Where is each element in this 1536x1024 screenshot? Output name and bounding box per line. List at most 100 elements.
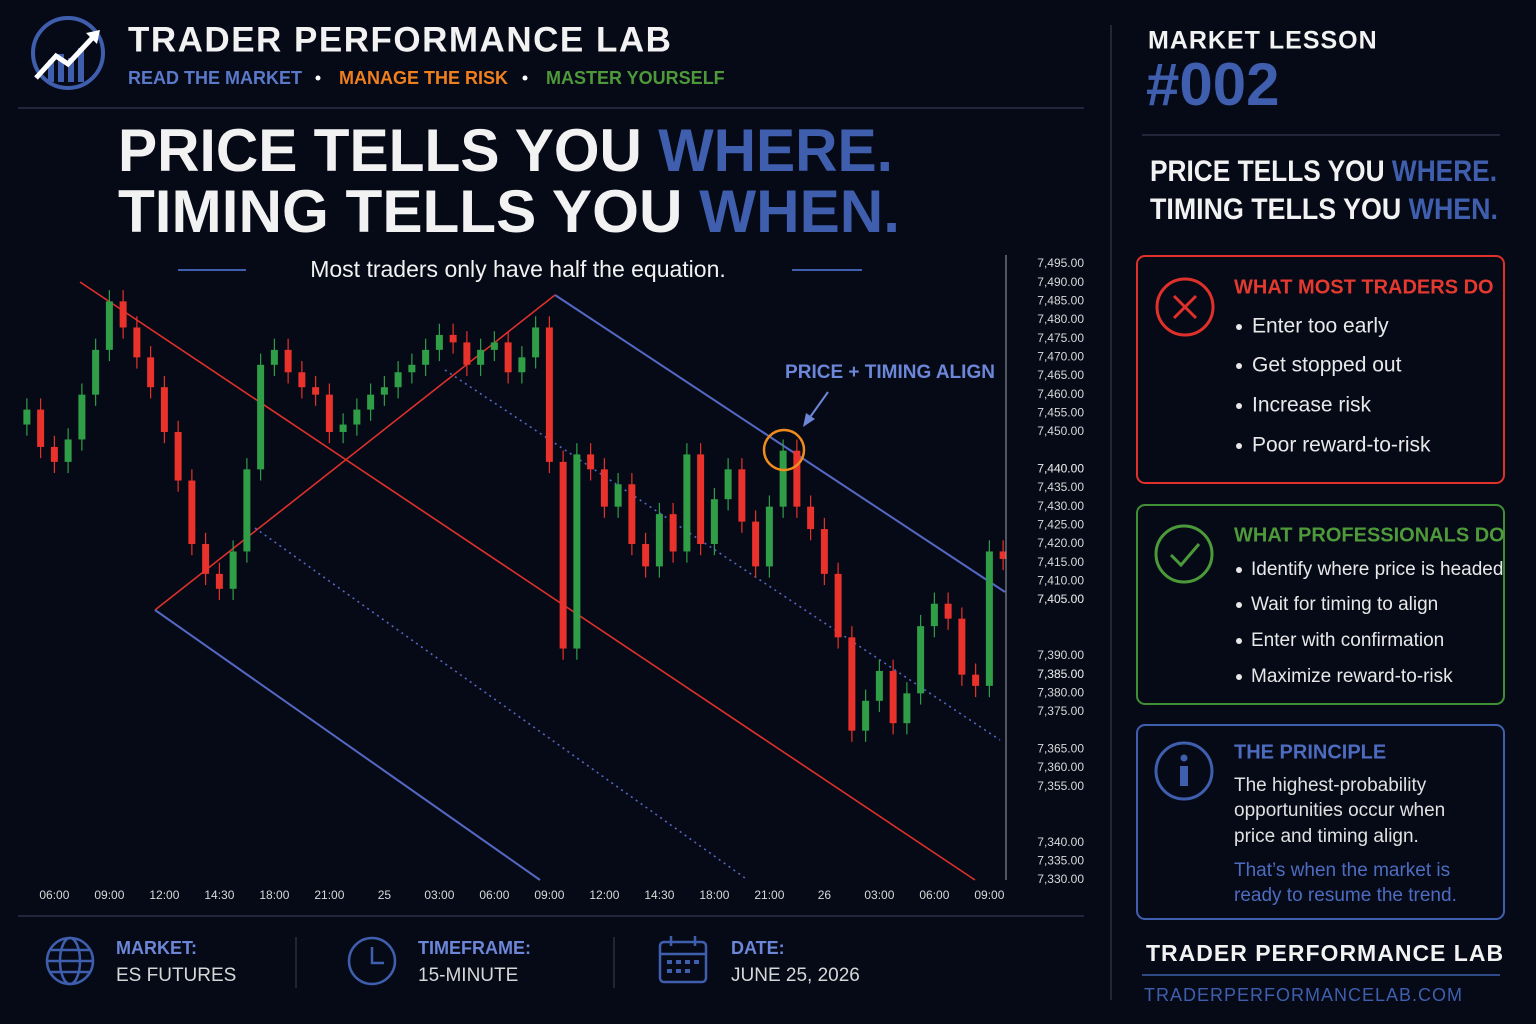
y-tick-label: 7,460.00 [1037,387,1084,401]
footer-label: MARKET: [116,938,197,958]
candle-body [353,409,361,425]
headline-text: TIMING TELLS YOU [118,178,682,245]
y-tick-label: 7,405.00 [1037,592,1084,606]
panel-item: Maximize reward-to-risk [1251,666,1453,687]
footer-value: JUNE 25, 2026 [731,965,860,986]
panel-item: Enter too early [1252,315,1389,338]
bullets [1236,324,1242,449]
panel-body: opportunities occur when [1234,800,1445,821]
headline-text: TIMING TELLS YOU [1150,193,1401,226]
footer-label: TIMEFRAME: [418,938,531,958]
y-tick-label: 7,335.00 [1037,854,1084,868]
candle-body [917,626,925,694]
y-tick-label: 7,495.00 [1037,256,1084,270]
candle-body [724,469,732,500]
candle-body [793,450,801,507]
candle-body [862,700,870,731]
y-tick-label: 7,470.00 [1037,350,1084,364]
candle-body [573,454,581,649]
candle-body [903,693,911,724]
x-tick-label: 06:00 [479,888,509,902]
tagline: MANAGE THE RISK [339,68,508,88]
candle-body [477,349,485,365]
y-tick-label: 7,475.00 [1037,331,1084,345]
x-tick-label: 12:00 [149,888,179,902]
candle-body [449,334,457,343]
sidebar-headline: TIMING TELLS YOU WHEN. [1150,193,1498,226]
candle-body [930,603,938,627]
y-tick-label: 7,365.00 [1037,742,1084,756]
candle-body [545,327,553,462]
y-tick-label: 7,435.00 [1037,480,1084,494]
calendar-icon [658,936,708,984]
candle-body [738,469,746,522]
candle-body [147,357,155,388]
y-tick-label: 7,330.00 [1037,872,1084,886]
candle-body [422,349,430,365]
y-tick-label: 7,410.00 [1037,574,1084,588]
panel-title: WHAT PROFESSIONALS DO [1234,524,1505,546]
candle-body [243,469,251,552]
candle-body [202,544,210,574]
candle-body [999,551,1007,559]
sidebar-headline: PRICE TELLS YOU WHERE. [1150,155,1497,188]
x-tick-label: 06:00 [39,888,69,902]
brand-title: TRADER PERFORMANCE LAB [128,20,672,59]
headline: PRICE TELLS YOU WHERE. [118,117,893,184]
clock-icon [347,936,397,986]
candle-body [394,372,402,388]
candle-body [380,387,388,395]
y-tick-label: 7,465.00 [1037,368,1084,382]
y-tick-label: 7,340.00 [1037,835,1084,849]
candle-body [408,364,416,373]
x-tick-label: 26 [818,888,832,902]
candle-body [215,573,223,589]
candle-body [270,349,278,365]
logo [31,16,105,90]
candle-body [160,387,168,432]
headline-text: PRICE TELLS YOU [1150,155,1385,188]
check-icon [1154,524,1214,584]
y-tick-label: 7,355.00 [1037,779,1084,793]
subtitle: Most traders only have half the equation… [310,256,726,282]
x-tick-label: 14:30 [204,888,234,902]
candle-body [257,364,265,470]
candle-body [669,514,677,552]
footer-value: 15-MINUTE [418,965,518,986]
panel-item: Enter with confirmation [1251,630,1444,651]
x-tick-label: 03:00 [424,888,454,902]
y-tick-label: 7,485.00 [1037,294,1084,308]
candle-body [972,674,980,686]
website: TRADERPERFORMANCELAB.COM [1144,985,1463,1005]
arrow-head [803,413,815,427]
candle-body [875,670,883,701]
candle-body [889,670,897,724]
x-tick-label: 25 [378,888,392,902]
x-tick-label: 14:30 [644,888,674,902]
x-tick-label: 21:00 [314,888,344,902]
y-tick-label: 7,425.00 [1037,518,1084,532]
candle-body [655,514,663,567]
brand-footer: TRADER PERFORMANCE LAB [1146,940,1504,966]
y-tick-label: 7,360.00 [1037,760,1084,774]
y-tick-label: 7,455.00 [1037,406,1084,420]
panel-body: price and timing align. [1234,826,1419,847]
y-tick-label: 7,380.00 [1037,686,1084,700]
candle-body [834,573,842,638]
footer-label: DATE: [731,938,785,958]
headline-highlight: WHERE. [658,117,893,184]
candle-body [119,301,127,328]
panel-emphasis: That’s when the market is [1234,860,1450,881]
headline-highlight: WHERE. [1392,155,1497,188]
candle-body [188,480,196,544]
candle-body [367,394,375,410]
x-icon [1155,277,1215,337]
candle-body [435,334,443,350]
candle-body [820,529,828,574]
separator [522,75,528,81]
headline-highlight: WHEN. [1409,193,1498,226]
candle-body [559,461,567,649]
headline-highlight: WHEN. [699,178,900,245]
x-tick-label: 09:00 [534,888,564,902]
